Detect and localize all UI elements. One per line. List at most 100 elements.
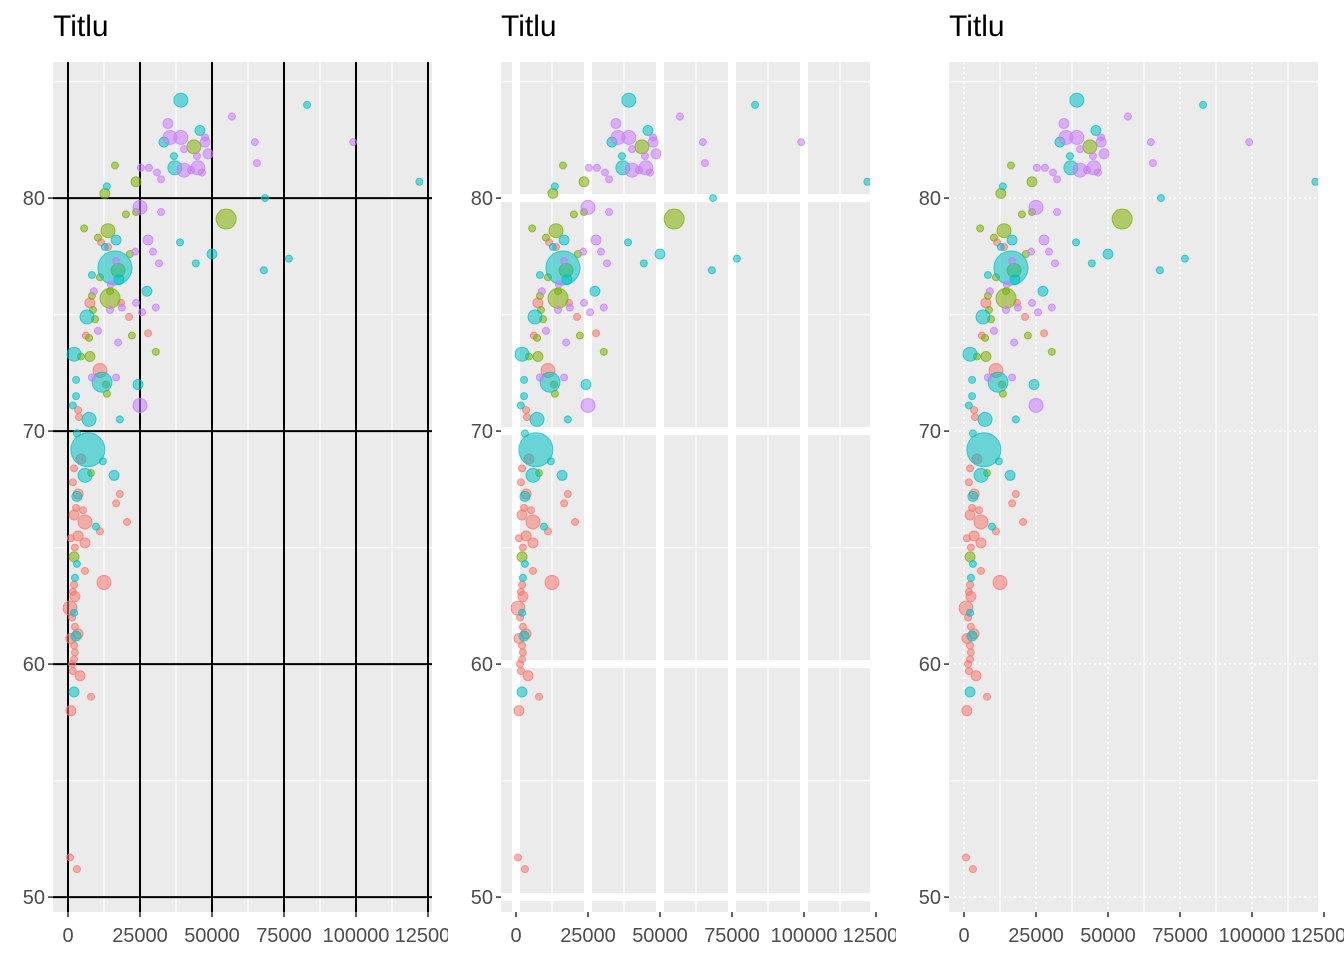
data-point-europe <box>599 303 608 312</box>
data-point-europe <box>1095 136 1107 148</box>
data-point-americas <box>127 331 136 340</box>
data-point-europe <box>112 373 121 382</box>
data-point-europe <box>560 373 569 382</box>
data-point-asia <box>654 248 666 260</box>
data-point-asia <box>520 392 529 401</box>
data-point-europe <box>1053 208 1062 217</box>
data-point-africa <box>961 705 973 717</box>
data-point-asia <box>173 92 189 108</box>
data-point-asia <box>68 686 80 698</box>
data-point-europe <box>1076 145 1085 154</box>
data-point-africa <box>518 641 527 650</box>
facet-1: Titlu 0 25000 50000 75000 100000125000 50 60 70… <box>0 0 448 960</box>
data-point-europe <box>1051 259 1060 268</box>
data-point-asia <box>962 346 978 362</box>
data-point-asia <box>1180 254 1189 263</box>
data-point-africa <box>962 534 971 543</box>
facet-2: Titlu 0 25000 50000 75000 100000125000 50 60 70… <box>448 0 896 960</box>
data-point-asia <box>70 630 82 642</box>
data-point-asia <box>708 194 717 203</box>
data-point-europe <box>152 168 161 177</box>
data-point-asia <box>415 177 424 186</box>
data-point-asia <box>621 92 637 108</box>
data-point-asia <box>527 309 543 325</box>
data-point-africa <box>516 478 525 487</box>
data-point-africa <box>70 580 79 589</box>
data-point-africa <box>962 853 971 862</box>
data-point-asia <box>1155 266 1164 275</box>
data-point-asia <box>977 411 993 427</box>
data-point-europe <box>989 326 998 335</box>
data-point-africa <box>1021 312 1030 321</box>
scatter-plot-1: 0 25000 50000 75000 100000125000 50 60 70 80 <box>23 62 448 947</box>
x-tick-label: 0 <box>958 925 969 947</box>
data-point-africa <box>571 517 580 526</box>
data-point-europe <box>610 118 622 130</box>
data-point-africa <box>965 591 977 603</box>
data-point-asia <box>639 259 648 268</box>
data-point-europe <box>647 136 659 148</box>
data-point-africa <box>975 537 987 549</box>
data-point-europe <box>202 148 214 160</box>
data-point-asia <box>79 309 95 325</box>
data-point-europe <box>1048 168 1057 177</box>
data-point-europe <box>586 308 595 317</box>
scatter-plot-3: 0 25000 50000 75000 100000125000 50 60 70 80 <box>919 62 1344 947</box>
data-point-asia <box>968 375 977 384</box>
data-point-europe <box>1146 138 1155 147</box>
data-point-asia <box>539 371 561 393</box>
data-point-europe <box>227 112 236 121</box>
data-point-africa <box>518 464 527 473</box>
data-point-europe <box>1034 308 1043 317</box>
data-point-europe <box>554 305 563 314</box>
data-point-europe <box>600 168 609 177</box>
data-point-asia <box>558 234 570 246</box>
data-point-europe <box>554 280 563 289</box>
data-point-asia <box>998 182 1007 191</box>
data-point-africa <box>72 865 81 874</box>
data-point-asia <box>520 375 529 384</box>
data-point-americas <box>578 176 590 188</box>
x-tick-label: 75000 <box>1152 925 1208 947</box>
data-point-asia <box>1311 177 1318 186</box>
data-point-europe <box>1040 163 1049 172</box>
data-point-europe <box>675 112 684 121</box>
data-point-europe <box>537 287 546 296</box>
data-point-europe <box>605 175 614 184</box>
data-point-europe <box>1093 168 1102 177</box>
data-point-asia <box>751 100 760 109</box>
data-point-asia <box>1037 285 1049 297</box>
data-point-asia <box>70 432 106 468</box>
data-point-asia <box>563 415 572 424</box>
data-point-africa <box>528 566 537 575</box>
data-point-asia <box>260 194 269 203</box>
data-point-americas <box>989 233 998 242</box>
data-point-europe <box>580 199 596 215</box>
data-point-asia <box>70 608 79 617</box>
data-point-asia <box>259 266 268 275</box>
data-point-asia <box>303 100 312 109</box>
data-point-asia <box>975 309 991 325</box>
x-tick-label: 100000 <box>1219 925 1286 947</box>
data-point-europe <box>1038 234 1050 246</box>
x-tick-label: 25000 <box>560 925 616 947</box>
data-point-europe <box>603 259 612 268</box>
data-point-americas <box>541 233 550 242</box>
data-point-africa <box>112 499 121 508</box>
x-tick-label: 125000 <box>395 925 448 947</box>
data-point-europe <box>590 234 602 246</box>
data-point-europe <box>1010 338 1019 347</box>
data-point-asia <box>520 559 529 568</box>
data-point-asia <box>964 401 973 410</box>
data-point-asia <box>1006 234 1018 246</box>
data-point-asia <box>176 238 185 247</box>
data-point-asia <box>91 371 113 393</box>
data-point-asia <box>707 266 716 275</box>
data-point-asia <box>642 125 654 137</box>
data-point-europe <box>349 138 358 147</box>
panel-background <box>501 62 870 912</box>
y-tick-label: 60 <box>919 654 941 676</box>
data-point-africa <box>966 543 975 552</box>
data-point-europe <box>983 373 992 382</box>
data-point-europe <box>1028 199 1044 215</box>
